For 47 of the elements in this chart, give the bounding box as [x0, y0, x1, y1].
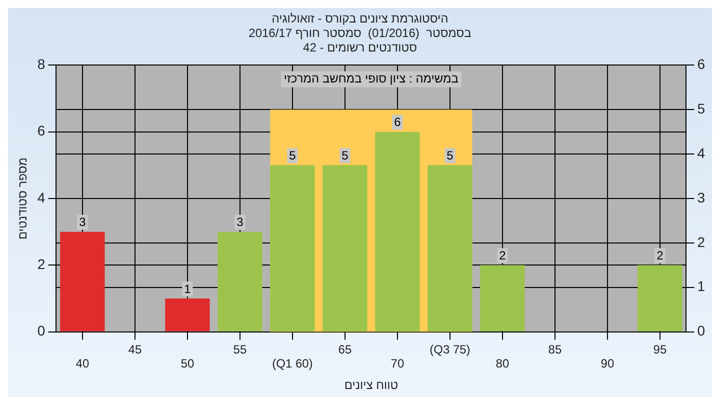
y-tick-label: 2 [37, 256, 46, 272]
bar [270, 165, 315, 332]
y2-tick-label: 4 [697, 144, 706, 161]
x-tick-label: (Q1 60) [272, 356, 313, 371]
data-label: 6 [394, 115, 402, 130]
data-label: 2 [499, 248, 506, 262]
x-axis-title: טווח ציונים [344, 378, 398, 392]
y2-tick-label: 2 [697, 234, 706, 250]
x-tick-label: 90 [600, 356, 614, 371]
x-tick-label: 70 [390, 356, 404, 371]
data-label: 5 [289, 148, 296, 162]
data-label: 1 [184, 282, 192, 296]
x-tick-label: (Q3 75) [430, 342, 470, 356]
x-tick-label: 80 [496, 356, 510, 371]
y2-tick-label: 6 [697, 56, 706, 72]
y2-tick-label: 0 [697, 322, 706, 339]
bar [428, 165, 472, 332]
y-tick-label: 0 [37, 322, 46, 339]
x-tick-label: 85 [548, 342, 562, 356]
y2-tick-label: 1 [697, 278, 706, 294]
x-tick-label: 55 [233, 342, 247, 356]
bar [322, 165, 368, 332]
y-tick-label: 6 [37, 122, 46, 139]
y2-tick-label: 3 [697, 189, 706, 206]
data-label: 3 [79, 215, 86, 230]
y-tick-label: 4 [37, 189, 46, 206]
data-label: 3 [236, 215, 244, 230]
chart-title: היסטוגרמת ציונים בקורס - זואולוגיה [272, 12, 448, 26]
x-tick-label: 50 [180, 356, 194, 371]
annotation: במשימה : ציון סופי במחשב המרכזי [284, 72, 458, 86]
bar [60, 232, 105, 332]
data-label: 5 [342, 148, 349, 162]
x-tick-label: 40 [76, 356, 90, 371]
chart-subtitle: בסמסטר (01/2016) סמסטר חורף 2016/17 סטודנטים רשומים - 42 [248, 26, 472, 54]
x-tick-label: 45 [128, 342, 142, 356]
bar [375, 132, 420, 332]
y-axis-title: מספר סטודנטים [16, 157, 30, 240]
data-label: 5 [446, 148, 454, 162]
bar [638, 265, 682, 332]
y-tick-label: 8 [37, 56, 46, 72]
data-label: 2 [656, 248, 664, 262]
x-tick-label: 95 [653, 342, 667, 356]
y2-tick-label: 5 [697, 100, 706, 116]
bar [218, 232, 262, 332]
bar [480, 265, 525, 332]
bar [165, 298, 210, 332]
x-tick-label: 65 [338, 342, 352, 356]
